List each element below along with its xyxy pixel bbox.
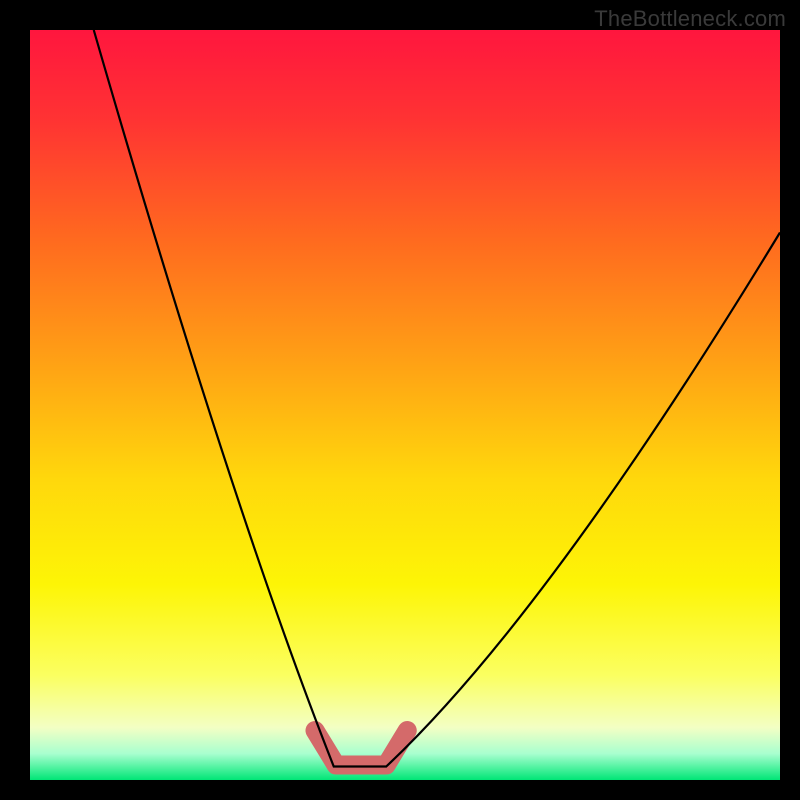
plot-background <box>30 30 780 780</box>
chart-stage: TheBottleneck.com <box>0 0 800 800</box>
bottleneck-chart <box>0 0 800 800</box>
